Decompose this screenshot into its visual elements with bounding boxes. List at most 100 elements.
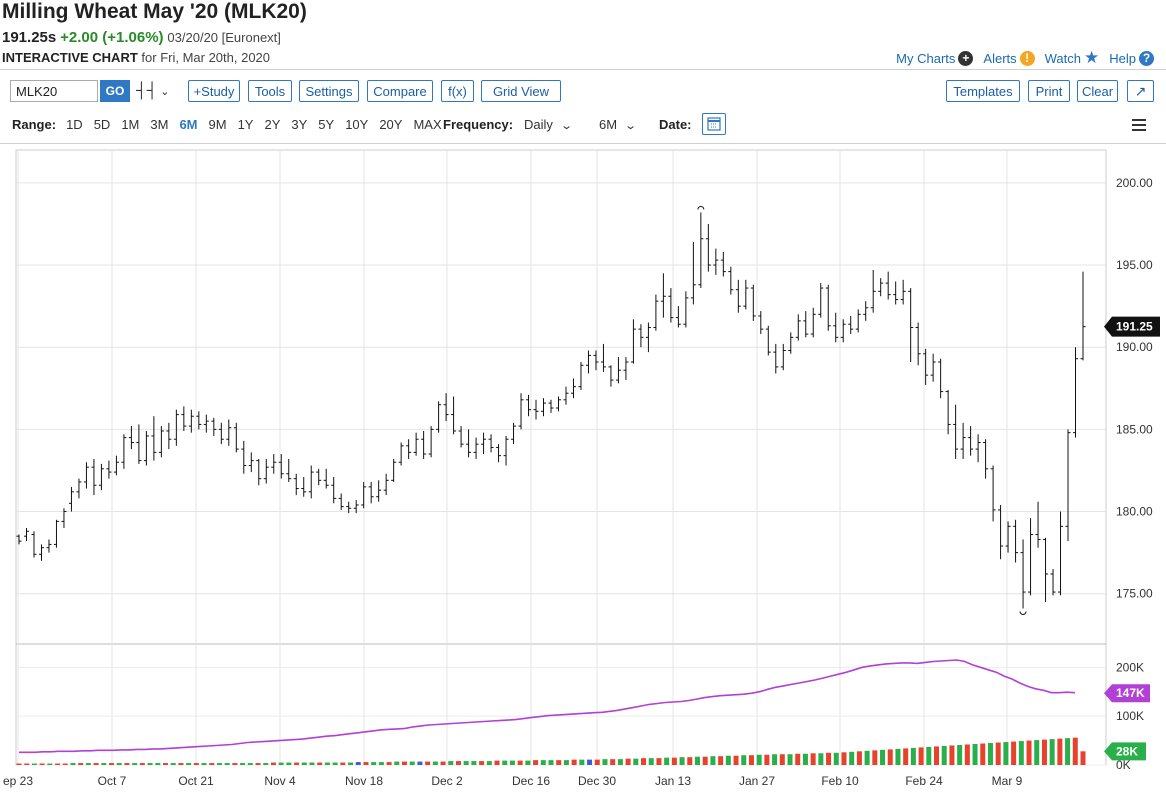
x-tick-label: Jan 27 bbox=[739, 774, 775, 788]
range-20y[interactable]: 20Y bbox=[379, 117, 403, 132]
ohlc-bar bbox=[638, 324, 644, 348]
volume-bar bbox=[517, 760, 523, 765]
watch-link[interactable]: Watch ★ bbox=[1045, 48, 1100, 68]
ohlc-bar bbox=[878, 278, 884, 297]
price-tick-label: 175.00 bbox=[1116, 587, 1153, 601]
range-3m[interactable]: 3M bbox=[150, 117, 169, 132]
volume-bar bbox=[587, 759, 593, 765]
volume-bar bbox=[371, 762, 377, 765]
my-charts-label: My Charts bbox=[896, 50, 956, 66]
period-dropdown[interactable]: 6M ⌄ bbox=[599, 117, 638, 132]
chart-for-date: for Fri, Mar 20th, 2020 bbox=[141, 50, 271, 65]
volume-bar bbox=[810, 753, 816, 765]
ohlc-bar bbox=[810, 307, 816, 338]
templates-button[interactable]: Templates bbox=[946, 80, 1020, 102]
range-10y[interactable]: 10Y bbox=[345, 117, 369, 132]
help-link[interactable]: Help? bbox=[1109, 50, 1154, 66]
expand-button[interactable]: ↗ bbox=[1127, 80, 1154, 102]
volume-bar bbox=[779, 754, 785, 765]
ohlc-bar bbox=[518, 393, 524, 430]
volume-bar bbox=[286, 762, 292, 765]
ohlc-bar bbox=[1065, 429, 1071, 542]
x-tick-label: Nov 4 bbox=[264, 774, 296, 788]
open-interest-label: 147K bbox=[1116, 686, 1145, 700]
range-max[interactable]: MAX bbox=[413, 117, 442, 132]
volume-bar bbox=[957, 744, 963, 765]
ohlc-bar bbox=[623, 357, 629, 381]
volume-bar bbox=[24, 763, 30, 765]
ohlc-bar bbox=[233, 422, 239, 453]
calendar-button[interactable] bbox=[702, 113, 726, 135]
volume-bar bbox=[170, 763, 176, 765]
ohlc-bar bbox=[705, 223, 711, 272]
function-button[interactable]: f(x) bbox=[441, 80, 474, 102]
go-button[interactable]: GO bbox=[100, 80, 130, 102]
ohlc-bar bbox=[241, 440, 247, 474]
ohlc-bar bbox=[481, 432, 487, 455]
chart-type-dropdown[interactable]: ┤┤ ⌄ bbox=[136, 82, 169, 99]
range-5y[interactable]: 5Y bbox=[318, 117, 335, 132]
ohlc-bar bbox=[263, 458, 269, 484]
x-tick-label: Jan 13 bbox=[655, 774, 691, 788]
settings-button[interactable]: Settings bbox=[299, 80, 359, 102]
ohlc-bar bbox=[728, 266, 734, 295]
volume-bar bbox=[39, 763, 45, 765]
volume-bar bbox=[440, 761, 446, 765]
chevron-down-icon: ⌄ bbox=[624, 120, 638, 132]
ohlc-bar bbox=[466, 429, 472, 458]
volume-bar bbox=[872, 750, 878, 765]
tools-button[interactable]: Tools bbox=[248, 80, 292, 102]
alerts-link[interactable]: Alerts! bbox=[983, 50, 1035, 66]
clear-button[interactable]: Clear bbox=[1077, 80, 1118, 102]
volume-bar bbox=[787, 754, 793, 765]
ohlc-bar bbox=[1013, 519, 1019, 563]
volume-bar bbox=[880, 749, 886, 765]
volume-bar bbox=[610, 759, 616, 765]
volume-bar bbox=[409, 761, 415, 765]
volume-bar bbox=[394, 761, 400, 765]
volume-bar bbox=[162, 763, 168, 765]
range-3y[interactable]: 3Y bbox=[291, 117, 308, 132]
range-9m[interactable]: 9M bbox=[208, 117, 227, 132]
ohlc-bar bbox=[443, 393, 449, 422]
ohlc-bar bbox=[773, 343, 779, 374]
compare-button[interactable]: Compare bbox=[367, 80, 433, 102]
range-2y[interactable]: 2Y bbox=[264, 117, 281, 132]
ohlc-bar bbox=[541, 398, 547, 417]
volume-bar bbox=[340, 762, 346, 765]
ohlc-bar bbox=[795, 314, 801, 341]
volume-bar bbox=[101, 763, 107, 765]
volume-bar bbox=[856, 751, 862, 765]
ohlc-bar bbox=[668, 288, 674, 323]
volume-bar bbox=[432, 761, 438, 765]
volume-bar bbox=[687, 757, 693, 765]
volume-series bbox=[16, 737, 1086, 765]
volume-bar bbox=[132, 763, 138, 765]
range-1d[interactable]: 1D bbox=[66, 117, 83, 132]
range-1y[interactable]: 1Y bbox=[237, 117, 254, 132]
hamburger-menu-icon[interactable] bbox=[1132, 117, 1146, 134]
ohlc-bar bbox=[128, 426, 134, 450]
range-bar: Range: 1D 5D 1M 3M 6M 9M 1Y 2Y 3Y 5Y 10Y… bbox=[12, 117, 453, 132]
print-button[interactable]: Print bbox=[1028, 80, 1070, 102]
my-charts-link[interactable]: My Charts + bbox=[896, 50, 974, 66]
volume-bar bbox=[1003, 742, 1009, 765]
ohlc-bar bbox=[473, 437, 479, 459]
ohlc-bar bbox=[203, 414, 209, 433]
volume-bar bbox=[448, 761, 454, 765]
range-5d[interactable]: 5D bbox=[93, 117, 111, 132]
symbol-input[interactable] bbox=[10, 80, 98, 102]
volume-bar bbox=[47, 763, 53, 765]
range-6m[interactable]: 6M bbox=[179, 117, 198, 132]
volume-bar bbox=[864, 750, 870, 765]
ohlc-bar bbox=[818, 283, 824, 318]
volume-bar bbox=[1026, 740, 1032, 765]
grid-view-button[interactable]: Grid View bbox=[481, 80, 561, 102]
range-1m[interactable]: 1M bbox=[121, 117, 140, 132]
study-button[interactable]: +Study bbox=[188, 80, 240, 102]
quote-date: 03/20/20 [Euronext] bbox=[167, 30, 281, 45]
ohlc-bar bbox=[780, 343, 786, 371]
frequency-label: Frequency: bbox=[443, 117, 514, 132]
frequency-dropdown[interactable]: Daily ⌄ bbox=[524, 117, 573, 132]
